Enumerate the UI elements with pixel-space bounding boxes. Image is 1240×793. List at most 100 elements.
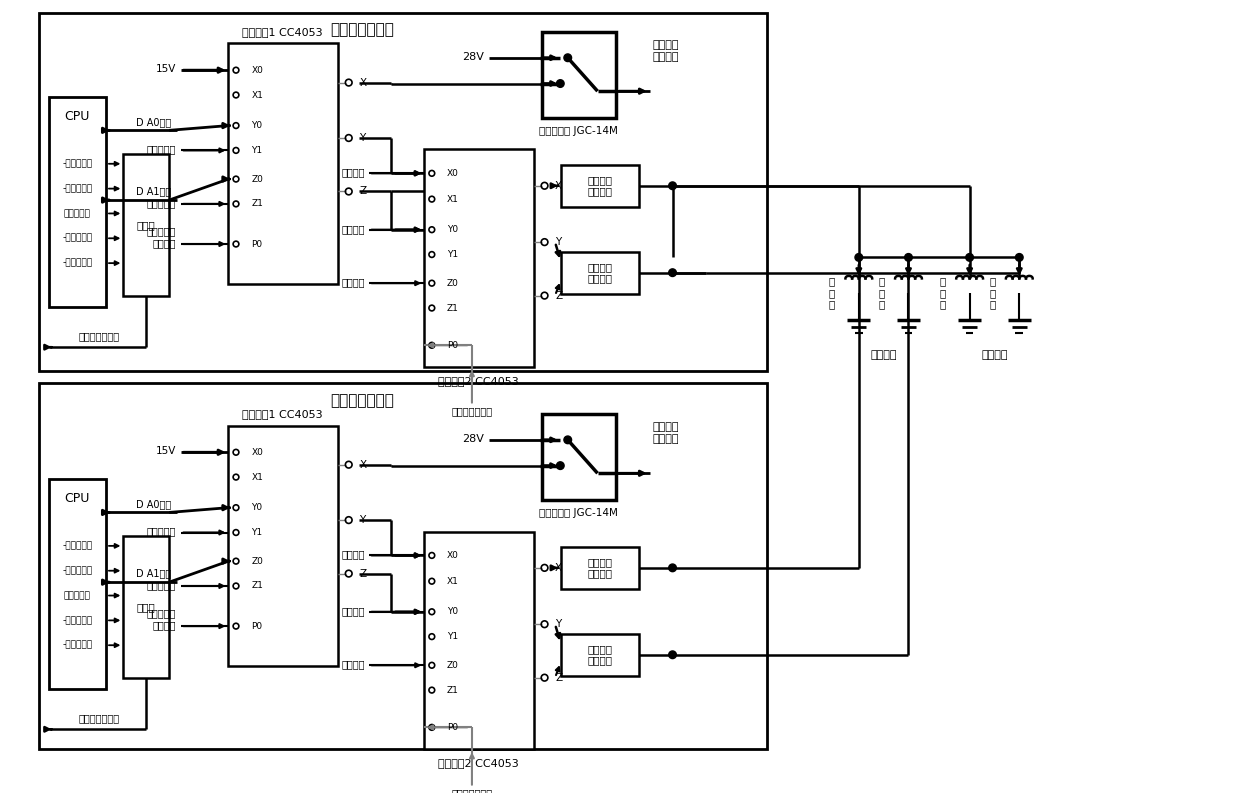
Text: 左伺服阀
驱动电路: 左伺服阀 驱动电路 <box>588 644 613 665</box>
Text: D A1电压: D A1电压 <box>136 186 171 197</box>
Text: 一模式信号: 一模式信号 <box>64 591 91 600</box>
Text: X1: X1 <box>448 577 459 586</box>
Text: Y: Y <box>556 237 562 247</box>
Bar <box>48 97 107 307</box>
Circle shape <box>557 462 564 469</box>
Text: 静态电压: 静态电压 <box>341 278 365 287</box>
Text: Z: Z <box>556 672 562 683</box>
Text: Z0: Z0 <box>448 278 459 288</box>
Text: Y1: Y1 <box>448 632 459 641</box>
Text: Z0: Z0 <box>448 661 459 670</box>
Text: 15V: 15V <box>155 446 176 456</box>
Bar <box>560 547 639 589</box>
Text: -主刹车故障: -主刹车故障 <box>62 616 93 625</box>
Text: 闭锁信号
去主通道: 闭锁信号 去主通道 <box>652 423 680 444</box>
Text: CPU: CPU <box>64 492 91 504</box>
Text: 28V: 28V <box>463 434 485 444</box>
Circle shape <box>564 54 572 62</box>
Bar <box>228 426 339 666</box>
Circle shape <box>668 651 676 659</box>
Text: 左伺服阀
驱动电路: 左伺服阀 驱动电路 <box>588 557 613 579</box>
Text: X: X <box>556 181 562 191</box>
Text: X: X <box>360 78 366 87</box>
Text: Y: Y <box>360 515 366 525</box>
Bar <box>424 531 534 749</box>
Text: 逻辑门: 逻辑门 <box>136 602 155 612</box>
Text: Y0: Y0 <box>448 607 459 616</box>
Text: Z0: Z0 <box>252 557 263 565</box>
Text: 28V: 28V <box>463 52 485 62</box>
Text: 逻辑门: 逻辑门 <box>136 220 155 230</box>
Text: X1: X1 <box>252 473 263 481</box>
Text: 左伺服阀: 左伺服阀 <box>870 350 897 360</box>
Text: 模拟开关2 CC4053: 模拟开关2 CC4053 <box>438 376 520 385</box>
Text: CPU: CPU <box>64 109 91 122</box>
Text: 副
通
道: 副 通 道 <box>990 276 996 309</box>
Bar <box>560 165 639 207</box>
Text: 静态电压: 静态电压 <box>341 224 365 234</box>
Bar <box>560 251 639 293</box>
Text: X: X <box>556 563 562 573</box>
Text: X1: X1 <box>252 90 263 99</box>
Text: 主通道闭锁信号: 主通道闭锁信号 <box>79 713 120 722</box>
Text: 主通道控制单元: 主通道控制单元 <box>330 22 394 37</box>
Text: -副刹车故障: -副刹车故障 <box>62 234 93 243</box>
Text: P0: P0 <box>448 341 459 350</box>
Circle shape <box>668 269 676 277</box>
Text: Z1: Z1 <box>448 304 459 312</box>
Text: 主
通
道: 主 通 道 <box>940 276 946 309</box>
Text: Y0: Y0 <box>252 121 263 130</box>
Text: -主防滑故障: -主防滑故障 <box>62 641 93 649</box>
Text: Y1: Y1 <box>252 528 263 537</box>
Text: 一静态电压: 一静态电压 <box>146 144 176 155</box>
Text: 一模式信号: 一模式信号 <box>64 209 91 218</box>
Circle shape <box>856 254 863 261</box>
Text: Y0: Y0 <box>252 504 263 512</box>
Text: 一静态电压: 一静态电压 <box>146 198 176 208</box>
Text: Y: Y <box>556 619 562 629</box>
Text: D A0电压: D A0电压 <box>136 117 171 127</box>
Circle shape <box>668 182 676 190</box>
Text: P0: P0 <box>252 239 263 248</box>
Bar <box>123 154 169 296</box>
Circle shape <box>557 80 564 87</box>
Text: Z1: Z1 <box>448 686 459 695</box>
Text: 静态电压: 静态电压 <box>341 167 365 178</box>
Text: 伺服阀切除
（上拉）: 伺服阀切除 （上拉） <box>146 608 176 630</box>
Circle shape <box>564 436 572 443</box>
Text: 副通道闭锁信号: 副通道闭锁信号 <box>79 331 120 341</box>
Text: 静态电压: 静态电压 <box>341 659 365 669</box>
Text: D A0电压: D A0电压 <box>136 499 171 509</box>
Text: 模拟开关2 CC4053: 模拟开关2 CC4053 <box>438 758 520 768</box>
Text: 右伺服阀: 右伺服阀 <box>981 350 1008 360</box>
Text: 主通道闭锁信号: 主通道闭锁信号 <box>451 788 492 793</box>
Text: Z1: Z1 <box>252 199 263 209</box>
Text: Y: Y <box>360 133 366 143</box>
Text: Z: Z <box>360 186 366 197</box>
Text: -主刹车故障: -主刹车故障 <box>62 159 93 168</box>
Text: -副刹车故障: -副刹车故障 <box>62 542 93 550</box>
Text: -副防滑故障: -副防滑故障 <box>62 259 93 267</box>
Text: Z: Z <box>360 569 366 579</box>
Text: Z1: Z1 <box>252 581 263 591</box>
Text: 右伺服阀
驱动电路: 右伺服阀 驱动电路 <box>588 262 613 283</box>
Text: 静态电压: 静态电压 <box>341 550 365 560</box>
Text: Y1: Y1 <box>252 146 263 155</box>
Bar <box>40 384 768 749</box>
Text: 一静态电压: 一静态电压 <box>146 527 176 537</box>
Text: 副
通
道: 副 通 道 <box>879 276 885 309</box>
Text: X: X <box>360 460 366 469</box>
Circle shape <box>1016 254 1023 261</box>
Text: X0: X0 <box>448 169 459 178</box>
Text: P0: P0 <box>252 622 263 630</box>
Text: X0: X0 <box>252 66 263 75</box>
Bar <box>542 32 616 118</box>
Text: Z0: Z0 <box>252 174 263 183</box>
Text: 模拟开关1 CC4053: 模拟开关1 CC4053 <box>243 409 324 419</box>
Text: P0: P0 <box>448 723 459 732</box>
Text: 模拟开关1 CC4053: 模拟开关1 CC4053 <box>243 27 324 37</box>
Text: 静态电压: 静态电压 <box>341 606 365 616</box>
Text: 固态继电器 JGC-14M: 固态继电器 JGC-14M <box>539 126 619 136</box>
Text: 闭锁信号
去副通道: 闭锁信号 去副通道 <box>652 40 680 62</box>
Circle shape <box>668 564 676 572</box>
